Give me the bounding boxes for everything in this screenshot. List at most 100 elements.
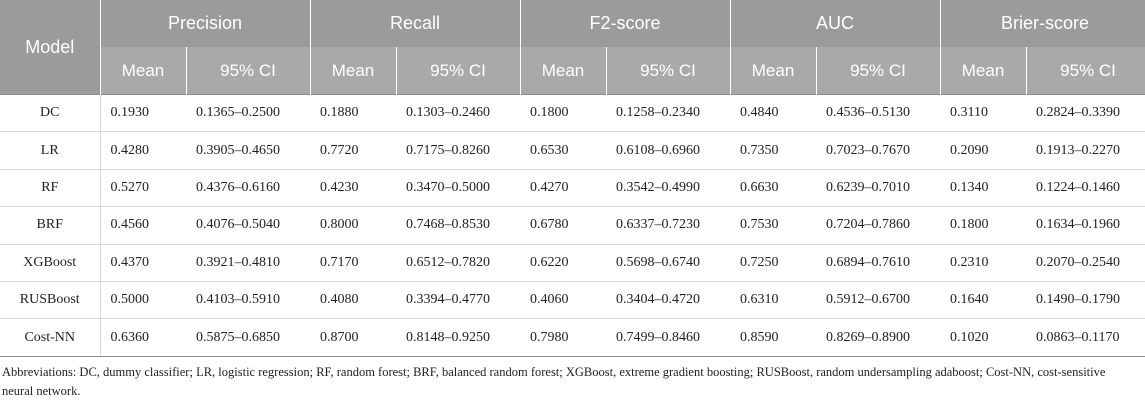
header-ci: 95% CI [396,47,521,95]
ci-cell: 0.2070–0.2540 [1026,244,1145,282]
mean-cell: 0.2310 [940,244,1027,282]
ci-cell: 0.6108–0.6960 [606,131,731,170]
model-name-cell: BRF [0,206,101,245]
header-brier-score: Brier-score [940,0,1145,47]
mean-cell: 0.1340 [940,169,1027,208]
ci-cell: 0.1258–0.2340 [606,93,731,133]
mean-cell: 0.1800 [520,93,606,133]
mean-cell: 0.7250 [730,244,817,282]
ci-cell: 0.2824–0.3390 [1026,93,1145,133]
ci-cell: 0.1634–0.1960 [1026,206,1145,245]
mean-cell: 0.7720 [310,131,396,170]
ci-cell: 0.7175–0.8260 [396,131,520,170]
header-mean: Mean [100,47,187,95]
ci-cell: 0.4376–0.6160 [186,169,310,208]
header-recall: Recall [310,0,521,47]
ci-cell: 0.7204–0.7860 [816,206,941,245]
mean-cell: 0.8700 [310,318,396,357]
ci-cell: 0.5698–0.6740 [606,244,731,282]
mean-cell: 0.4370 [100,244,186,282]
metrics-table: Model Precision Recall F2-score AUC Brie… [0,0,1145,357]
mean-cell: 0.1800 [940,206,1027,245]
ci-cell: 0.4103–0.5910 [186,281,310,320]
mean-cell: 0.4560 [100,206,186,245]
header-mean: Mean [520,47,607,95]
header-ci: 95% CI [1026,47,1145,95]
ci-cell: 0.7468–0.8530 [396,206,520,245]
ci-cell: 0.4536–0.5130 [816,93,941,133]
header-f2-score: F2-score [520,0,731,47]
table-row: Cost-NN 0.6360 0.5875–0.6850 0.8700 0.8148–0… [0,318,1145,357]
mean-cell: 0.8590 [730,318,817,357]
table-body: DC 0.1930 0.1365–0.2500 0.1880 0.1303–0.2460… [0,93,1145,357]
header-mean: Mean [310,47,397,95]
model-name-cell: DC [0,93,101,133]
mean-cell: 0.1930 [100,93,186,133]
ci-cell: 0.1303–0.2460 [396,93,520,133]
ci-cell: 0.7023–0.7670 [816,131,941,170]
mean-cell: 0.7980 [520,318,606,357]
ci-cell: 0.3470–0.5000 [396,169,520,208]
ci-cell: 0.5912–0.6700 [816,281,941,320]
mean-cell: 0.4270 [520,169,606,208]
model-name-cell: Cost-NN [0,318,101,357]
mean-cell: 0.7350 [730,131,817,170]
ci-cell: 0.3394–0.4770 [396,281,520,320]
mean-cell: 0.7170 [310,244,396,282]
ci-cell: 0.4076–0.5040 [186,206,310,245]
mean-cell: 0.6780 [520,206,606,245]
mean-cell: 0.6530 [520,131,606,170]
header-precision: Precision [100,0,311,47]
mean-cell: 0.4840 [730,93,817,133]
ci-cell: 0.3921–0.4810 [186,244,310,282]
header-ci: 95% CI [606,47,731,95]
mean-cell: 0.4230 [310,169,396,208]
mean-cell: 0.4060 [520,281,606,320]
ci-cell: 0.6894–0.7610 [816,244,941,282]
mean-cell: 0.6310 [730,281,817,320]
table-row: BRF 0.4560 0.4076–0.5040 0.8000 0.7468–0.853… [0,206,1145,245]
abbreviations-footnote: Abbreviations: DC, dummy classifier; LR,… [2,364,1106,398]
ci-cell: 0.1365–0.2500 [186,93,310,133]
header-auc: AUC [730,0,941,47]
ci-cell: 0.5875–0.6850 [186,318,310,357]
header-row-metrics: Model Precision Recall F2-score AUC Brie… [0,0,1145,95]
model-name-cell: LR [0,131,101,170]
header-ci: 95% CI [186,47,311,95]
mean-cell: 0.2090 [940,131,1027,170]
mean-cell: 0.4080 [310,281,396,320]
ci-cell: 0.3404–0.4720 [606,281,731,320]
ci-cell: 0.3905–0.4650 [186,131,310,170]
mean-cell: 0.7530 [730,206,817,245]
model-name-cell: XGBoost [0,244,101,282]
ci-cell: 0.6512–0.7820 [396,244,520,282]
header-row-subcolumns: Mean 95% CI Mean 95% CI Mean 95% CI Mean… [0,47,1145,95]
mean-cell: 0.4280 [100,131,186,170]
mean-cell: 0.6220 [520,244,606,282]
model-name-cell: RF [0,169,101,208]
table-row: RF 0.5270 0.4376–0.6160 0.4230 0.3470–0.5000… [0,169,1145,208]
model-name-cell: RUSBoost [0,281,101,320]
mean-cell: 0.5000 [100,281,186,320]
ci-cell: 0.6239–0.7010 [816,169,941,208]
header-mean: Mean [940,47,1027,95]
mean-cell: 0.5270 [100,169,186,208]
ci-cell: 0.1490–0.1790 [1026,281,1145,320]
table-row: XGBoost 0.4370 0.3921–0.4810 0.7170 0.6512–0… [0,244,1145,282]
mean-cell: 0.6630 [730,169,817,208]
mean-cell: 0.1880 [310,93,396,133]
ci-cell: 0.7499–0.8460 [606,318,731,357]
mean-cell: 0.1640 [940,281,1027,320]
header-mean: Mean [730,47,817,95]
table-row: DC 0.1930 0.1365–0.2500 0.1880 0.1303–0.2460… [0,93,1145,133]
table-row: LR 0.4280 0.3905–0.4650 0.7720 0.7175–0.8260… [0,131,1145,170]
ci-cell: 0.3542–0.4990 [606,169,731,208]
mean-cell: 0.1020 [940,318,1027,357]
header-ci: 95% CI [816,47,941,95]
ci-cell: 0.1913–0.2270 [1026,131,1145,170]
mean-cell: 0.3110 [940,93,1027,133]
table-row: RUSBoost 0.5000 0.4103–0.5910 0.4080 0.3394–… [0,281,1145,320]
ci-cell: 0.8269–0.8900 [816,318,941,357]
ci-cell: 0.6337–0.7230 [606,206,731,245]
